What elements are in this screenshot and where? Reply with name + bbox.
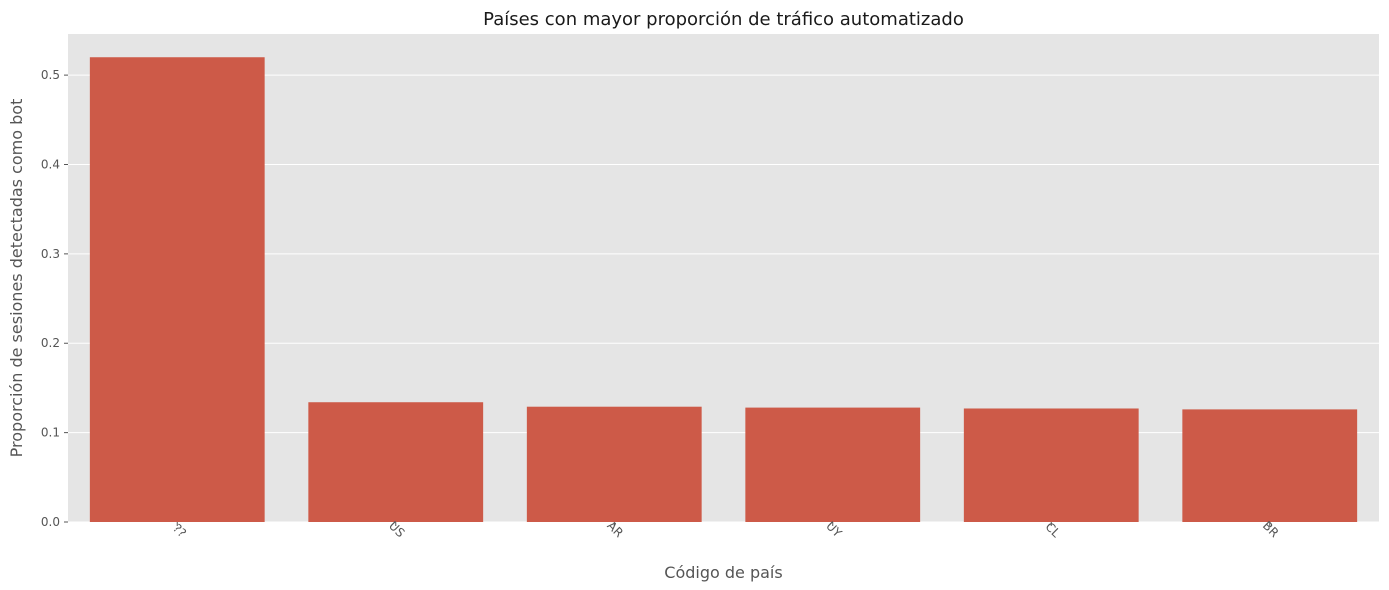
y-tick-label: 0.3	[41, 247, 60, 261]
bar-br	[1182, 409, 1358, 522]
y-tick-label: 0.2	[41, 336, 60, 350]
y-tick-label: 0.1	[41, 426, 60, 440]
y-tick-label: 0.0	[41, 515, 60, 529]
x-tick-label: CL	[1042, 520, 1063, 541]
bar-us	[308, 402, 484, 522]
plot-background	[68, 34, 1379, 522]
chart-title: Países con mayor proporción de tráfico a…	[483, 9, 964, 30]
bar-ar	[526, 406, 702, 522]
grid-lines	[68, 74, 1379, 523]
bars	[89, 57, 1358, 522]
bar-unknown	[89, 57, 265, 522]
x-axis-label: Código de país	[664, 563, 782, 582]
y-axis-label: Proporción de sesiones detectadas como b…	[7, 99, 26, 458]
bar-uy	[745, 407, 921, 522]
y-axis-ticks: 0.0 0.1 0.2 0.3 0.4 0.5	[41, 68, 68, 529]
y-tick-label: 0.4	[41, 157, 60, 171]
y-tick-label: 0.5	[41, 68, 60, 82]
bar-cl	[963, 408, 1139, 522]
x-tick-label: ??	[170, 521, 189, 540]
